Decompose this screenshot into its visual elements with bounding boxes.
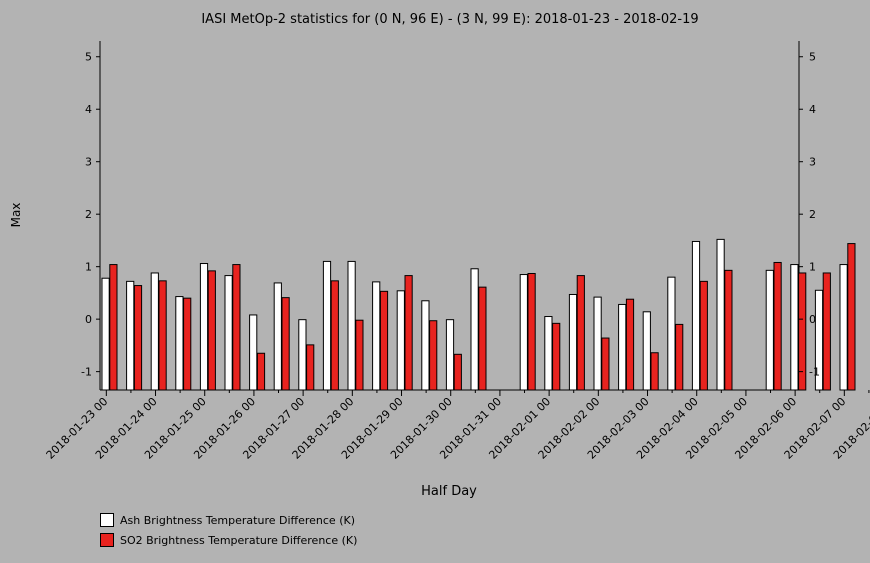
bar-ash — [593, 296, 602, 391]
bar-so2 — [379, 290, 389, 391]
y-tick-label-left: 1 — [85, 261, 92, 274]
y-tick-label-left: 2 — [85, 208, 92, 221]
bar-ash — [470, 268, 479, 391]
bar-so2 — [232, 264, 241, 391]
y-tick-label-right: 2 — [809, 208, 816, 221]
bar-ash — [396, 290, 405, 391]
y-tick-label-right: -1 — [809, 366, 820, 379]
bar-so2 — [822, 272, 831, 391]
y-tick-label-right: 4 — [809, 103, 816, 116]
legend-label-so2: SO2 Brightness Temperature Difference (K… — [120, 533, 358, 547]
y-tick-label-left: 5 — [85, 51, 92, 64]
bar-so2 — [675, 323, 684, 391]
bar-so2 — [355, 319, 364, 391]
bar-ash — [150, 272, 159, 391]
bar-ash — [568, 293, 578, 391]
bar-so2 — [478, 286, 487, 391]
y-tick-label-left: 3 — [85, 156, 92, 169]
bar-so2 — [552, 322, 561, 391]
bar-ash — [347, 260, 356, 391]
bar-ash — [765, 269, 774, 391]
bar-so2 — [601, 337, 610, 391]
legend-swatch-ash — [100, 513, 114, 527]
y-tick-label-left: 0 — [85, 313, 92, 326]
legend-label-ash: Ash Brightness Temperature Difference (K… — [120, 513, 355, 527]
bar-ash — [273, 282, 282, 391]
bar-ash — [199, 263, 209, 391]
bar-so2 — [183, 297, 192, 391]
y-tick-label-right: 3 — [809, 156, 816, 169]
bar-ash — [790, 264, 799, 391]
bar-ash — [298, 319, 307, 391]
bar-so2 — [576, 275, 585, 391]
bar-ash — [322, 260, 332, 391]
y-tick-label-right: 1 — [809, 261, 816, 274]
bar-so2 — [109, 264, 118, 391]
bar-so2 — [207, 270, 216, 391]
bar-so2 — [453, 353, 462, 391]
bar-so2 — [158, 280, 167, 391]
bar-so2 — [404, 275, 413, 391]
legend-item-so2: SO2 Brightness Temperature Difference (K… — [100, 533, 357, 547]
bar-ash — [126, 280, 135, 391]
bar-ash — [642, 311, 651, 391]
bar-so2 — [256, 352, 266, 391]
bar-so2 — [527, 272, 536, 391]
bar-ash — [101, 277, 110, 391]
bar-so2 — [133, 285, 143, 391]
bar-so2 — [773, 261, 782, 391]
chart-title: IASI MetOp-2 statistics for (0 N, 96 E) … — [201, 12, 698, 27]
y-axis-label: Max — [9, 203, 23, 228]
bar-so2 — [724, 269, 733, 391]
bar-ash — [839, 264, 848, 391]
x-axis-label: Half Day — [421, 484, 477, 499]
bar-so2 — [847, 243, 856, 391]
bar-so2 — [650, 352, 659, 391]
bar-so2 — [798, 272, 807, 391]
bar-so2 — [330, 280, 339, 391]
legend-item-ash: Ash Brightness Temperature Difference (K… — [100, 513, 355, 527]
y-tick-label-right: 0 — [809, 313, 816, 326]
bar-ash — [175, 296, 184, 391]
bar-ash — [814, 289, 824, 391]
bar-ash — [224, 275, 233, 391]
bars — [101, 238, 856, 391]
y-tick-label-right: 5 — [809, 51, 816, 64]
bar-so2 — [429, 320, 438, 391]
bar-ash — [618, 303, 627, 391]
bar-so2 — [699, 280, 708, 391]
bar-ash — [519, 274, 528, 391]
legend-swatch-so2 — [100, 533, 114, 547]
bar-ash — [445, 319, 455, 391]
bar-so2 — [625, 298, 635, 391]
bar-ash — [716, 238, 725, 391]
bar-ash — [544, 316, 553, 391]
bar-ash — [249, 314, 258, 391]
y-tick-label-left: -1 — [81, 366, 92, 379]
bar-ash — [421, 300, 430, 391]
y-tick-label-left: 4 — [85, 103, 92, 116]
bar-ash — [691, 240, 701, 391]
bar-ash — [372, 281, 381, 391]
bar-so2 — [281, 297, 290, 391]
bar-so2 — [306, 344, 315, 391]
bar-ash — [667, 276, 676, 391]
